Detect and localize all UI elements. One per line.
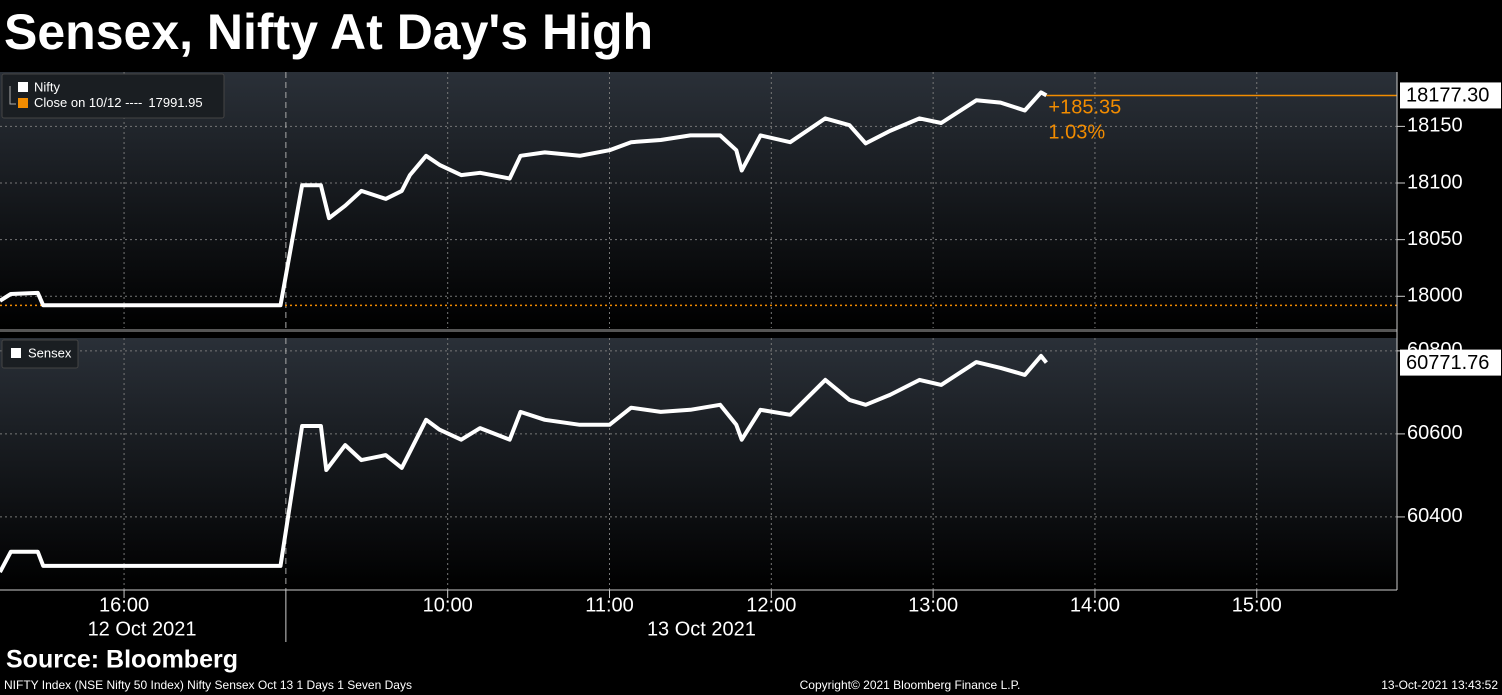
x-tick-label: 12:00 <box>746 594 796 616</box>
last-value-label: 18177.30 <box>1406 85 1489 107</box>
x-session-label: 13 Oct 2021 <box>647 618 756 640</box>
y-tick-label: 18150 <box>1407 115 1463 137</box>
legend-swatch <box>11 348 21 358</box>
legend-value: 17991.95 <box>148 95 202 110</box>
x-tick-label: 13:00 <box>908 594 958 616</box>
footer-center: Copyright© 2021 Bloomberg Finance L.P. <box>800 678 1021 692</box>
legend-label: Close on 10/12 ---- 17991.95 <box>34 95 203 110</box>
legend-box <box>1 339 79 369</box>
x-tick-label: 15:00 <box>1232 594 1282 616</box>
footer-right: 13-Oct-2021 13:43:52 <box>1381 678 1498 692</box>
x-tick-label: 11:00 <box>585 594 634 616</box>
x-tick-label: 16:00 <box>99 594 149 616</box>
y-tick-label: 18100 <box>1407 171 1463 193</box>
y-tick-label: 60400 <box>1407 505 1463 527</box>
legend-swatch <box>18 82 28 92</box>
source: Source: Bloomberg <box>6 646 238 674</box>
x-tick-label: 10:00 <box>423 594 473 616</box>
legend-label: Nifty <box>34 79 61 94</box>
x-session-label: 12 Oct 2021 <box>88 618 197 640</box>
legend-connector <box>9 86 16 105</box>
legend-swatch <box>18 98 28 108</box>
line <box>0 90 1048 308</box>
y-tick-label: 18000 <box>1407 285 1463 307</box>
plot-background <box>0 72 1397 328</box>
legend-box <box>1 73 225 119</box>
legend-label: Close on 10/12 ---- <box>34 95 142 110</box>
plot-background <box>0 338 1397 590</box>
panel-divider <box>0 329 1397 332</box>
change-label: +185.35 <box>1048 97 1121 119</box>
y-tick-label: 18050 <box>1407 228 1463 250</box>
last-value-box <box>1400 349 1501 376</box>
y-tick-label: 60600 <box>1407 422 1463 444</box>
last-value-label: 60771.76 <box>1406 352 1489 374</box>
chart-title: Sensex, Nifty At Day's High <box>4 4 653 60</box>
change-pct-label: 1.03% <box>1048 122 1105 144</box>
last-value-box <box>1400 82 1501 109</box>
x-tick-label: 14:00 <box>1070 594 1120 616</box>
footer-left: NIFTY Index (NSE Nifty 50 Index) Nifty S… <box>4 678 412 692</box>
legend-label: Sensex <box>28 345 72 360</box>
line <box>0 353 1048 574</box>
